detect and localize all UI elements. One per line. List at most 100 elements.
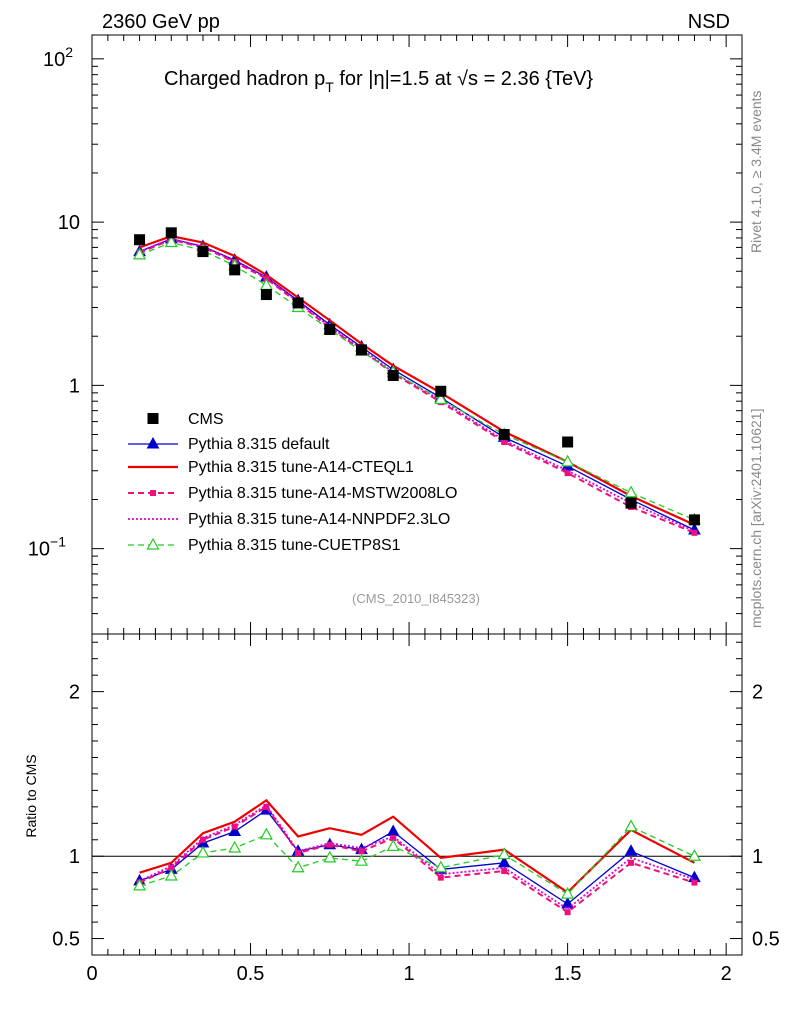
ratio-point-mstw (691, 879, 698, 886)
ratio-point-mstw (501, 868, 508, 875)
ratio-plot-area: 0 0.5 1 1.5 2 0.5 0.5 1 1 2 2 (52, 622, 780, 985)
data-point-cms (165, 227, 177, 239)
ratio-tick-label-right: 1 (752, 846, 763, 868)
header-left-label: 2360 GeV pp (102, 11, 220, 33)
rivet-version-label: Rivet 4.1.0, ≥ 3.4M events (748, 90, 764, 253)
legend: CMS Pythia 8.315 default Pythia 8.315 tune… (128, 411, 457, 554)
legend-label-mstw: Pythia 8.315 tune-A14-MSTW2008LO (188, 485, 457, 502)
y-tick-base: 10 (28, 539, 50, 561)
chart-title: Charged hadron pT for |η|=1.5 at √s = 2.… (164, 68, 593, 95)
x-tick-label: 2 (721, 963, 732, 985)
legend-marker-mstw (150, 490, 156, 496)
data-point-cms (134, 234, 146, 246)
data-point-cms (260, 289, 272, 301)
data-point-cms (197, 246, 209, 258)
data-point-cms (498, 429, 510, 441)
ratio-point-cuetp8s1 (354, 853, 369, 866)
ratio-point-mstw (437, 874, 444, 881)
ratio-point-mstw (295, 849, 302, 856)
data-point-cms (356, 344, 368, 356)
ratio-point-cuetp8s1 (687, 848, 701, 861)
legend-label-default: Pythia 8.315 default (188, 436, 330, 453)
ratio-point-cuetp8s1 (561, 886, 575, 899)
legend-label-cms: CMS (188, 411, 224, 428)
y-tick-exponent: −1 (50, 534, 66, 550)
ratio-point-mstw (628, 859, 635, 866)
ratio-point-default (386, 824, 400, 837)
data-point-cms (324, 323, 336, 335)
analysis-id-label: (CMS_2010_I845323) (352, 591, 480, 606)
series-point-cuetp8s1 (133, 247, 147, 260)
series-line-cuetp8s1 (139, 241, 695, 521)
y-tick-exponent: 2 (65, 44, 73, 60)
series-point-mstw (564, 470, 571, 477)
series-point-mstw (691, 529, 698, 536)
data-point-cms (435, 385, 447, 397)
ratio-line-nnpdf (139, 803, 695, 911)
y-tick-label: 102 (43, 44, 73, 71)
mcplots-label: mcplots.cern.ch [arXiv:2401.10621] (748, 409, 764, 628)
ratio-line-cuetp8s1 (139, 825, 695, 895)
ratio-tick-label-left: 0.5 (52, 929, 80, 951)
ratio-point-cuetp8s1 (386, 839, 400, 851)
series-point-mstw (501, 438, 508, 445)
ratio-tick-label-left: 2 (69, 682, 80, 704)
x-tick-label: 0 (86, 963, 97, 985)
ratio-point-cuetp8s1 (434, 860, 448, 873)
ratio-point-cuetp8s1 (133, 878, 147, 891)
legend-label-nnpdf: Pythia 8.315 tune-A14-NNPDF2.3LO (188, 511, 450, 528)
legend-label-cuetp8s1: Pythia 8.315 tune-CUETP8S1 (188, 537, 401, 554)
ratio-point-cuetp8s1 (164, 868, 178, 881)
ratio-point-mstw (564, 909, 571, 916)
ratio-point-default (624, 844, 638, 856)
data-point-cms (229, 264, 241, 276)
data-point-cms (387, 369, 399, 381)
series-point-cuetp8s1 (164, 235, 178, 248)
series-line-cteql1 (139, 235, 695, 526)
x-tick-label: 1.5 (554, 963, 582, 985)
ratio-tick-label-left: 1 (69, 846, 80, 868)
ratio-tick-label-right: 2 (752, 682, 763, 704)
y-tick-label: 10 (58, 212, 80, 234)
x-tick-label: 1 (404, 963, 415, 985)
y-tick-label: 1 (69, 375, 80, 397)
ratio-point-mstw (199, 836, 206, 843)
y-tick-label: 10−1 (28, 534, 66, 561)
ratio-plot-frame (91, 633, 743, 956)
series-point-cuetp8s1 (561, 454, 575, 467)
ratio-point-cuetp8s1 (291, 860, 305, 873)
ratio-line-cteql1 (139, 798, 695, 894)
x-tick-label: 0.5 (237, 963, 265, 985)
ratio-point-mstw (326, 841, 333, 848)
ratio-point-mstw (263, 803, 270, 810)
data-point-cms (688, 514, 700, 526)
legend-marker-cms (147, 413, 159, 424)
ratio-point-mstw (231, 823, 238, 830)
ratio-point-cuetp8s1 (624, 819, 638, 832)
series-point-cuetp8s1 (624, 485, 638, 498)
ratio-point-cuetp8s1 (196, 845, 210, 858)
ratio-point-default (497, 855, 511, 868)
series-point-cuetp8s1 (434, 392, 448, 405)
ratio-point-cuetp8s1 (323, 850, 337, 863)
y-tick-base: 10 (43, 49, 65, 71)
ratio-point-mstw (168, 864, 175, 871)
data-point-cms (562, 436, 574, 448)
ratio-point-default (228, 824, 242, 837)
header-right-label: NSD (688, 11, 730, 33)
ratio-point-mstw (358, 848, 365, 855)
ratio-point-cuetp8s1 (228, 840, 242, 853)
legend-marker-cuetp8s1 (146, 537, 160, 550)
ratio-line-mstw (139, 805, 695, 914)
legend-label-cteql1: Pythia 8.315 tune-A14-CTEQL1 (188, 459, 414, 476)
ratio-point-mstw (390, 835, 397, 842)
ratio-point-cuetp8s1 (259, 827, 273, 840)
data-point-cms (292, 297, 304, 309)
legend-marker-default (146, 436, 160, 449)
ratio-tick-label-right: 0.5 (752, 929, 780, 951)
ratio-y-axis-label: Ratio to CMS (23, 754, 39, 837)
ratio-point-cuetp8s1 (497, 847, 511, 860)
data-point-cms (625, 497, 637, 509)
